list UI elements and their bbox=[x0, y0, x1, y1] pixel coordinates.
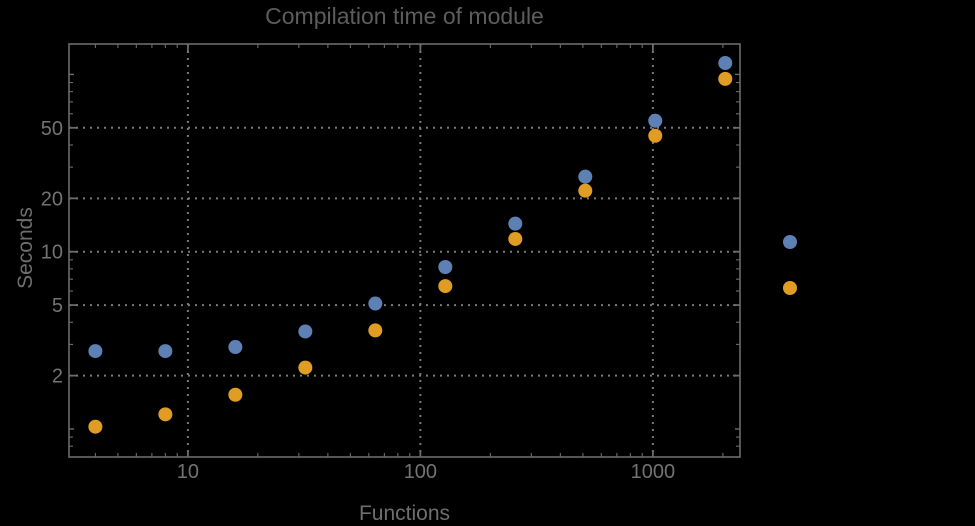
x-tick-label: 100 bbox=[404, 461, 437, 483]
data-point bbox=[228, 387, 243, 402]
tick-marks bbox=[69, 44, 740, 457]
data-point bbox=[438, 279, 453, 294]
y-tick-labels: 2 5 10 20 50 bbox=[41, 118, 63, 388]
y-axis-label: Seconds bbox=[14, 207, 37, 289]
x-tick-label: 10 bbox=[177, 461, 199, 483]
data-point bbox=[648, 128, 663, 143]
data-point bbox=[368, 296, 383, 311]
data-point bbox=[298, 324, 313, 339]
y-tick-label: 2 bbox=[52, 366, 63, 388]
y-tick-label: 10 bbox=[41, 242, 63, 264]
data-point bbox=[508, 216, 523, 231]
legend bbox=[783, 235, 797, 295]
data-point bbox=[158, 344, 173, 359]
plot-frame bbox=[68, 43, 741, 458]
series-2-orange-points bbox=[88, 71, 733, 434]
data-point bbox=[648, 113, 663, 128]
x-tick-label: 1000 bbox=[631, 461, 676, 483]
x-tick-labels: 10 100 1000 bbox=[177, 461, 675, 483]
data-point bbox=[88, 344, 103, 359]
data-point bbox=[718, 71, 733, 86]
x-gridlines bbox=[186, 44, 654, 457]
x-axis-label: Functions bbox=[358, 502, 451, 525]
data-point bbox=[578, 183, 593, 198]
legend-marker-series-1-blue bbox=[783, 235, 797, 249]
legend-marker-series-2-orange bbox=[783, 281, 797, 295]
data-point bbox=[578, 169, 593, 184]
data-point bbox=[438, 259, 453, 274]
data-point bbox=[508, 231, 523, 246]
data-point bbox=[298, 360, 313, 375]
y-tick-label: 5 bbox=[52, 295, 63, 317]
data-point bbox=[228, 340, 243, 355]
data-point bbox=[158, 407, 173, 422]
y-tick-label: 20 bbox=[41, 188, 63, 210]
data-point bbox=[368, 323, 383, 338]
y-tick-label: 50 bbox=[41, 118, 63, 140]
data-point bbox=[718, 56, 733, 71]
data-point bbox=[88, 419, 103, 434]
chart-title: Compilation time of module bbox=[265, 3, 544, 29]
y-gridlines bbox=[69, 126, 740, 377]
series-1-blue-points bbox=[88, 56, 733, 359]
